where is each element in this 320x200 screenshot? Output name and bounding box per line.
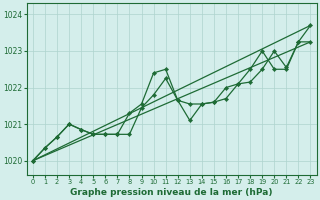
X-axis label: Graphe pression niveau de la mer (hPa): Graphe pression niveau de la mer (hPa) [70,188,273,197]
